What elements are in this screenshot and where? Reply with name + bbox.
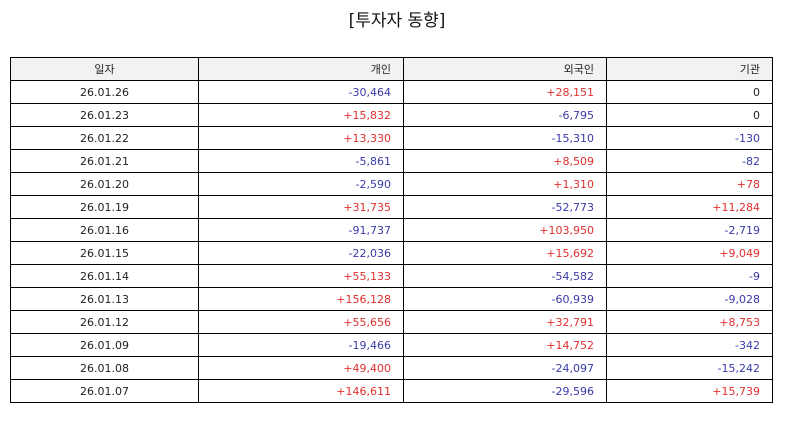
table-row: 26.01.20 -2,590 +1,310 +78 bbox=[10, 172, 773, 196]
cell-date: 26.01.20 bbox=[10, 172, 199, 196]
cell-individual: -30,464 bbox=[198, 80, 404, 104]
cell-individual: +13,330 bbox=[198, 126, 404, 150]
table-row: 26.01.09 -19,466 +14,752 -342 bbox=[10, 333, 773, 357]
cell-date: 26.01.22 bbox=[10, 126, 199, 150]
cell-date: 26.01.23 bbox=[10, 103, 199, 127]
cell-institution: -2,719 bbox=[606, 218, 773, 242]
cell-individual: +55,133 bbox=[198, 264, 404, 288]
cell-individual: -2,590 bbox=[198, 172, 404, 196]
cell-individual: +31,735 bbox=[198, 195, 404, 219]
cell-individual: -19,466 bbox=[198, 333, 404, 357]
cell-individual: +156,128 bbox=[198, 287, 404, 311]
cell-foreign: +103,950 bbox=[403, 218, 607, 242]
table-row: 26.01.16 -91,737 +103,950 -2,719 bbox=[10, 218, 773, 242]
table-row: 26.01.26 -30,464 +28,151 0 bbox=[10, 80, 773, 104]
cell-institution: +78 bbox=[606, 172, 773, 196]
cell-foreign: +8,509 bbox=[403, 149, 607, 173]
cell-institution: -15,242 bbox=[606, 356, 773, 380]
cell-individual: -22,036 bbox=[198, 241, 404, 265]
cell-date: 26.01.19 bbox=[10, 195, 199, 219]
table-row: 26.01.08 +49,400 -24,097 -15,242 bbox=[10, 356, 773, 380]
table-body: 26.01.26 -30,464 +28,151 0 26.01.23 +15,832 -6… bbox=[10, 80, 773, 403]
cell-foreign: +32,791 bbox=[403, 310, 607, 334]
cell-individual: -5,861 bbox=[198, 149, 404, 173]
cell-date: 26.01.08 bbox=[10, 356, 199, 380]
cell-institution: -82 bbox=[606, 149, 773, 173]
cell-foreign: -15,310 bbox=[403, 126, 607, 150]
table-row: 26.01.21 -5,861 +8,509 -82 bbox=[10, 149, 773, 173]
cell-institution: +15,739 bbox=[606, 379, 773, 403]
cell-institution: -342 bbox=[606, 333, 773, 357]
cell-institution: +11,284 bbox=[606, 195, 773, 219]
page-title: [투자자 동향] bbox=[348, 11, 446, 31]
cell-individual: +146,611 bbox=[198, 379, 404, 403]
cell-date: 26.01.16 bbox=[10, 218, 199, 242]
cell-individual: +49,400 bbox=[198, 356, 404, 380]
table-header-row: 일자 개인 외국인 기관 bbox=[10, 57, 773, 81]
cell-institution: -9 bbox=[606, 264, 773, 288]
table-row: 26.01.13 +156,128 -60,939 -9,028 bbox=[10, 287, 773, 311]
cell-foreign: -54,582 bbox=[403, 264, 607, 288]
cell-date: 26.01.13 bbox=[10, 287, 199, 311]
table-row: 26.01.15 -22,036 +15,692 +9,049 bbox=[10, 241, 773, 265]
table-row: 26.01.07 +146,611 -29,596 +15,739 bbox=[10, 379, 773, 403]
cell-foreign: +1,310 bbox=[403, 172, 607, 196]
cell-individual: +15,832 bbox=[198, 103, 404, 127]
header-foreign: 외국인 bbox=[403, 57, 607, 81]
cell-institution: +9,049 bbox=[606, 241, 773, 265]
cell-institution: -9,028 bbox=[606, 287, 773, 311]
cell-foreign: +15,692 bbox=[403, 241, 607, 265]
cell-date: 26.01.15 bbox=[10, 241, 199, 265]
cell-individual: +55,656 bbox=[198, 310, 404, 334]
header-institution: 기관 bbox=[606, 57, 773, 81]
cell-institution: +8,753 bbox=[606, 310, 773, 334]
table-row: 26.01.14 +55,133 -54,582 -9 bbox=[10, 264, 773, 288]
investor-flow-table: 일자 개인 외국인 기관 26.01.26 -30,464 +28,151 0 26.0… bbox=[10, 57, 773, 403]
cell-date: 26.01.14 bbox=[10, 264, 199, 288]
header-date: 일자 bbox=[10, 57, 199, 81]
cell-institution: 0 bbox=[606, 103, 773, 127]
table-row: 26.01.22 +13,330 -15,310 -130 bbox=[10, 126, 773, 150]
cell-individual: -91,737 bbox=[198, 218, 404, 242]
table-row: 26.01.19 +31,735 -52,773 +11,284 bbox=[10, 195, 773, 219]
cell-institution: -130 bbox=[606, 126, 773, 150]
cell-foreign: -52,773 bbox=[403, 195, 607, 219]
header-individual: 개인 bbox=[198, 57, 404, 81]
table-row: 26.01.12 +55,656 +32,791 +8,753 bbox=[10, 310, 773, 334]
cell-date: 26.01.21 bbox=[10, 149, 199, 173]
cell-date: 26.01.12 bbox=[10, 310, 199, 334]
cell-date: 26.01.09 bbox=[10, 333, 199, 357]
cell-institution: 0 bbox=[606, 80, 773, 104]
cell-foreign: +14,752 bbox=[403, 333, 607, 357]
cell-date: 26.01.07 bbox=[10, 379, 199, 403]
cell-foreign: -29,596 bbox=[403, 379, 607, 403]
table-row: 26.01.23 +15,832 -6,795 0 bbox=[10, 103, 773, 127]
cell-date: 26.01.26 bbox=[10, 80, 199, 104]
cell-foreign: -60,939 bbox=[403, 287, 607, 311]
cell-foreign: +28,151 bbox=[403, 80, 607, 104]
cell-foreign: -6,795 bbox=[403, 103, 607, 127]
cell-foreign: -24,097 bbox=[403, 356, 607, 380]
